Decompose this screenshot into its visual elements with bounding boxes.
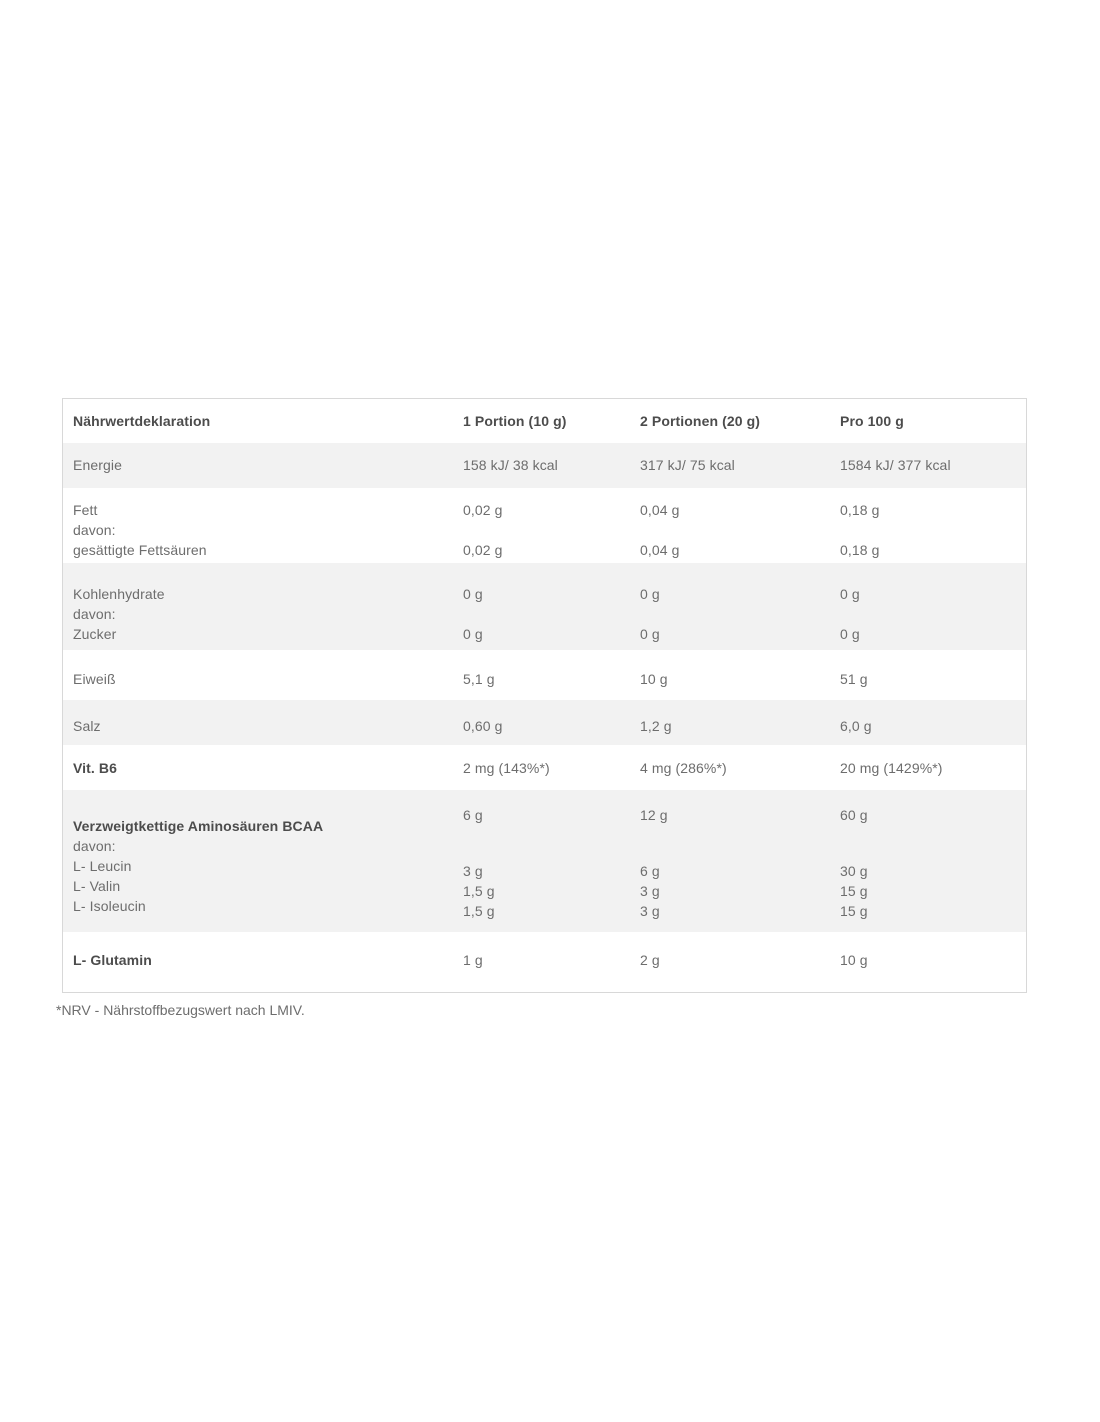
value-per100g: 20 mg (1429%*)	[840, 760, 943, 776]
value-portion1: 0,60 g	[463, 718, 503, 734]
table-row-salz: Salz 0,60 g 1,2 g 6,0 g	[63, 700, 1026, 745]
label-davon: davon:	[73, 606, 116, 622]
row-label: Salz	[73, 718, 101, 734]
value-portion2: 317 kJ/ 75 kcal	[640, 457, 735, 473]
label-isoleucin: L- Isoleucin	[73, 898, 146, 914]
column-header-per100g: Pro 100 g	[840, 413, 904, 429]
label-davon: davon:	[73, 838, 116, 854]
column-header-portion2: 2 Portionen (20 g)	[640, 413, 761, 429]
value-portion1: 0,02 g 0,02 g	[463, 502, 503, 558]
table-row-bcaa: Verzweigtkettige Aminosäuren BCAA davon:…	[63, 790, 1026, 932]
label-main: Kohlenhydrate	[73, 586, 165, 602]
value-per100g: 51 g	[840, 671, 868, 687]
nutrition-table: Nährwertdeklaration 1 Portion (10 g) 2 P…	[62, 398, 1027, 993]
value-portion1: 1 g	[463, 952, 483, 968]
value-portion2: 0,04 g 0,04 g	[640, 502, 680, 558]
value-portion2: 2 g	[640, 952, 660, 968]
value-portion1: 0 g 0 g	[463, 586, 483, 642]
row-label: Vit. B6	[73, 760, 118, 776]
row-label: Energie	[73, 457, 122, 473]
value-portion2: 4 mg (286%*)	[640, 760, 727, 776]
table-row-eiweiss: Eiweiß 5,1 g 10 g 51 g	[63, 650, 1026, 700]
value-portion1: 158 kJ/ 38 kcal	[463, 457, 558, 473]
value-per100g: 60 g 30 g 15 g 15 g	[840, 807, 868, 919]
label-sub: gesättigte Fettsäuren	[73, 542, 207, 558]
value-per100g: 0,18 g 0,18 g	[840, 502, 880, 558]
table-row-energie: Energie 158 kJ/ 38 kcal 317 kJ/ 75 kcal …	[63, 443, 1026, 488]
label-davon: davon:	[73, 522, 116, 538]
value-per100g: 10 g	[840, 952, 868, 968]
row-label: Fett davon: gesättigte Fettsäuren	[63, 488, 463, 563]
row-label: Eiweiß	[73, 671, 116, 687]
label-main: Fett	[73, 502, 98, 518]
value-per100g: 0 g 0 g	[840, 586, 860, 642]
value-portion1: 5,1 g	[463, 671, 495, 687]
row-label: L- Glutamin	[73, 952, 152, 968]
table-header-row: Nährwertdeklaration 1 Portion (10 g) 2 P…	[63, 399, 1026, 443]
column-header-nutrient: Nährwertdeklaration	[73, 413, 211, 429]
label-sub: Zucker	[73, 626, 117, 642]
value-portion1: 2 mg (143%*)	[463, 760, 550, 776]
value-per100g: 6,0 g	[840, 718, 872, 734]
nrv-footnote: *NRV - Nährstoffbezugswert nach LMIV.	[56, 1002, 305, 1018]
value-portion1: 6 g 3 g 1,5 g 1,5 g	[463, 807, 495, 919]
table-row-glutamin: L- Glutamin 1 g 2 g 10 g	[63, 932, 1026, 992]
value-per100g: 1584 kJ/ 377 kcal	[840, 457, 951, 473]
label-valin: L- Valin	[73, 878, 121, 894]
row-label: Verzweigtkettige Aminosäuren BCAA davon:…	[63, 790, 463, 932]
value-portion2: 10 g	[640, 671, 668, 687]
column-header-portion1: 1 Portion (10 g)	[463, 413, 567, 429]
label-leucin: L- Leucin	[73, 858, 132, 874]
table-row-kohlenhydrate: Kohlenhydrate davon: Zucker 0 g 0 g 0 g …	[63, 563, 1026, 650]
value-portion2: 1,2 g	[640, 718, 672, 734]
label-main: Verzweigtkettige Aminosäuren BCAA	[73, 818, 324, 834]
value-portion2: 0 g 0 g	[640, 586, 660, 642]
row-label: Kohlenhydrate davon: Zucker	[63, 563, 463, 650]
value-portion2: 12 g 6 g 3 g 3 g	[640, 807, 668, 919]
table-row-vit-b6: Vit. B6 2 mg (143%*) 4 mg (286%*) 20 mg …	[63, 745, 1026, 790]
table-row-fett: Fett davon: gesättigte Fettsäuren 0,02 g…	[63, 488, 1026, 563]
